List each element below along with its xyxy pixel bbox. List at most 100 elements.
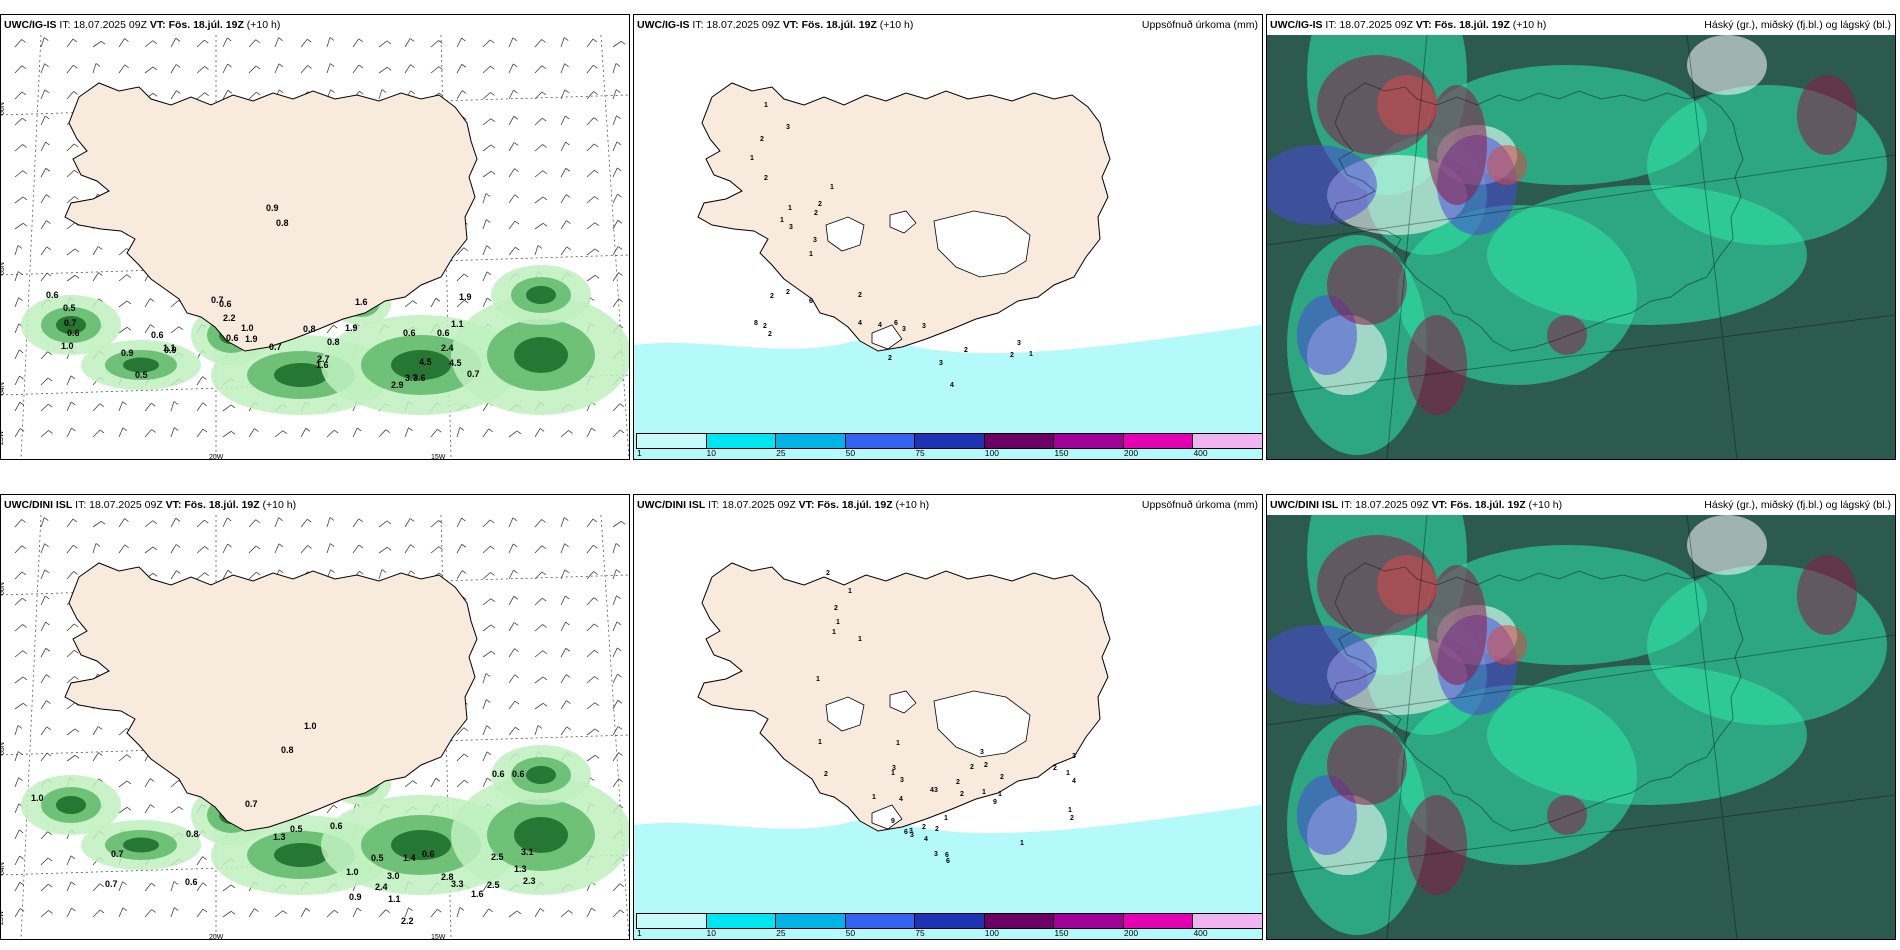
cloud-field [1407,315,1467,415]
wind-barb [149,778,155,782]
wind-barb [300,908,307,918]
value-label: 1 [872,794,876,801]
wind-barb [593,544,598,549]
wind-barb [404,518,411,528]
value-label: 9 [993,799,997,806]
value-label: 4 [899,796,903,803]
value-label: 2 [1010,352,1014,359]
precip-legend: 1 10 25 50 75 100 150 200 400 [636,433,1262,458]
wind-barb [45,141,50,146]
value-label: 1 [1066,770,1070,777]
wind-barb [47,351,53,356]
legend-swatch [914,433,985,449]
wind-barb [46,220,51,224]
wind-barb [508,622,515,632]
wind-barb [45,621,50,626]
value-label: 1 [832,629,836,636]
wind-barb [612,115,617,126]
axis-label: 20W [209,934,224,939]
wind-barb [482,882,489,892]
wind-barb [438,40,443,44]
value-label: 2 [826,570,830,577]
value-label: 3 [786,124,790,131]
wind-barb [508,194,516,204]
wind-barb [47,857,53,862]
legend-swatch [1053,433,1124,449]
wind-barb [593,623,599,628]
wind-barb [456,273,465,282]
wind-barb [490,624,496,629]
legend-swatch [705,913,777,929]
wind-barb [386,520,392,525]
wind-barb [430,908,438,918]
wind-barb [516,430,522,435]
wind-barb [482,908,490,918]
model-name: UWC/DINI ISL [637,499,706,511]
wind-barb [378,520,388,528]
wind-barb [593,597,599,602]
wind-barb [45,647,51,652]
value-label: 0.8 [327,337,340,347]
wind-barb [170,570,177,580]
wind-barb [92,272,99,282]
wind-barb [118,248,127,256]
legend-tick: 1 [637,928,642,938]
wind-barb [230,430,236,435]
wind-barb [456,753,465,762]
wind-barb [274,37,279,48]
wind-barb [21,571,27,576]
wind-barb [430,778,437,788]
wind-barb [21,91,27,96]
wind-barb [329,517,335,521]
precip-core [514,817,568,853]
precip-core [123,357,159,373]
legend-tick: 400 [1193,448,1208,458]
precip-legend: 1 10 25 50 75 100 150 200 400 [636,913,1262,938]
value-label: 2 [760,136,764,143]
wind-barb [410,64,415,68]
value-label: 2.2 [401,916,414,926]
wind-barb [66,38,74,48]
wind-barb [456,907,461,918]
axis-label: 66N [1,102,6,115]
wind-barb [152,520,158,525]
wind-barb [300,518,308,528]
wind-barb [40,194,47,204]
wind-barb [616,647,622,652]
wind-barb [330,569,335,573]
wind-barb [456,37,462,48]
cloud-field [1267,145,1377,225]
wind-barb [14,144,23,152]
wind-barb [152,572,158,577]
wind-barb [222,570,229,580]
wind-barb [92,909,101,918]
wind-barb [22,624,27,628]
valid-time: VT: Fös. 18.júl. 19Z [165,499,260,511]
wind-barb [594,169,599,174]
wind-barb [40,883,49,892]
wind-barb [40,700,47,710]
wind-barb [512,517,518,522]
valid-time: VT: Fös. 18.júl. 19Z [1431,499,1526,511]
wind-barb [14,725,19,736]
glacier [889,690,917,714]
wind-barb [44,89,50,94]
value-label: 1.9 [345,323,358,333]
wind-barb [385,909,391,914]
wind-barb [48,910,53,914]
precip-core [123,837,159,853]
wind-barb [482,650,492,658]
value-label: 3.0 [387,871,400,881]
wind-barb [534,908,541,918]
wind-barb [459,907,465,911]
legend-swatch [775,913,846,929]
wind-barb [40,377,49,386]
wind-barb [152,40,158,45]
wind-barb [508,517,514,528]
wind-barb [46,700,51,704]
wind-barb [196,402,204,412]
legend-tick: 50 [845,448,856,458]
value-label: 4 [858,320,862,327]
wind-barb [98,778,103,783]
wind-barb [334,429,339,434]
